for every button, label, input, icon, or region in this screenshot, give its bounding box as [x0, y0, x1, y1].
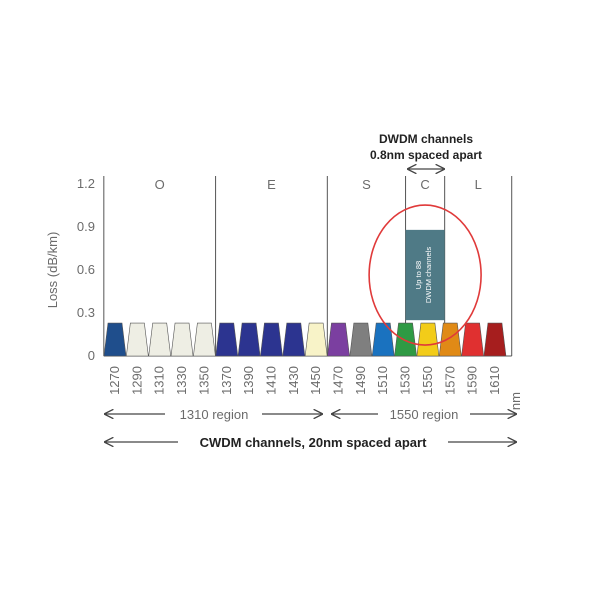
x-tick-label-1310: 1310: [152, 366, 167, 395]
dwdm-annotation-line2: 0.8nm spaced apart: [370, 148, 482, 162]
x-tick-label-1570: 1570: [442, 366, 457, 395]
channel-bar-1370: [215, 322, 239, 357]
channel-bar-1590: [461, 322, 484, 357]
channel-bar-1490: [349, 322, 373, 357]
x-tick-label-1470: 1470: [331, 366, 346, 395]
band-label-s: S: [362, 177, 371, 192]
channel-bar-1390: [237, 322, 261, 357]
dwdm-bar-label-line2: DWDM channels: [424, 247, 433, 304]
channel-bar-1290: [126, 322, 149, 357]
cwdm-label: CWDM channels, 20nm spaced apart: [200, 435, 428, 450]
y-axis-label: Loss (dB/km): [45, 232, 60, 309]
channel-bar-1530: [394, 322, 417, 357]
x-tick-label-1590: 1590: [465, 366, 480, 395]
x-tick-label-1610: 1610: [487, 366, 502, 395]
channel-bar-1350: [193, 322, 216, 357]
x-tick-label-1450: 1450: [308, 366, 323, 395]
channel-bar-1410: [260, 322, 283, 357]
channel-bar-1330: [170, 322, 194, 357]
channel-bar-1510: [371, 322, 395, 357]
band-label-l: L: [475, 177, 482, 192]
dwdm-annotation: DWDM channels 0.8nm spaced apart: [370, 132, 482, 169]
y-tick-label: 0.9: [77, 219, 95, 234]
x-tick-label-1390: 1390: [241, 366, 256, 395]
x-axis-unit-label: nm: [508, 392, 523, 410]
dwdm-group: Up to 88 DWDM channels: [368, 204, 482, 346]
x-tick-label-1550: 1550: [420, 366, 435, 395]
band-label-c: C: [420, 177, 429, 192]
channel-bar-1470: [327, 322, 350, 357]
dwdm-highlight-circle: [368, 204, 482, 346]
channel-bar-1270: [103, 322, 127, 357]
x-tick-label-1330: 1330: [174, 366, 189, 395]
dwdm-annotation-line1: DWDM channels: [379, 132, 473, 146]
dwdm-bar: [405, 229, 445, 321]
channel-bar-1550: [416, 322, 440, 357]
region-1310-label: 1310 region: [180, 407, 249, 422]
x-axis-tick-labels: 1270 1290 1310 1330 1350 1370 1390 1410 1430 1450…: [107, 366, 502, 395]
channel-bar-1610: [483, 322, 507, 357]
y-tick-label: 1.2: [77, 176, 95, 191]
x-tick-label-1510: 1510: [375, 366, 390, 395]
x-tick-label-1430: 1430: [286, 366, 301, 395]
dwdm-bar-label-line1: Up to 88: [414, 261, 423, 289]
channel-bar-1430: [282, 322, 306, 357]
band-label-e: E: [267, 177, 276, 192]
band-label-o: O: [155, 177, 165, 192]
cwdm-annotation: CWDM channels, 20nm spaced apart: [105, 435, 516, 450]
region-arrows: 1310 region 1550 region: [105, 407, 516, 422]
x-tick-label-1410: 1410: [263, 366, 278, 395]
y-tick-label: 0.6: [77, 262, 95, 277]
x-tick-label-1290: 1290: [129, 366, 144, 395]
channel-bar-1310: [148, 322, 172, 357]
x-tick-label-1270: 1270: [107, 366, 122, 395]
x-tick-label-1490: 1490: [353, 366, 368, 395]
region-1550-label: 1550 region: [390, 407, 459, 422]
x-tick-label-1530: 1530: [398, 366, 413, 395]
x-tick-label-1350: 1350: [196, 366, 211, 395]
channel-bars: [103, 322, 507, 357]
channel-bar-1450: [304, 322, 328, 357]
x-tick-label-1370: 1370: [219, 366, 234, 395]
channel-bar-1570: [438, 322, 462, 357]
y-tick-label: 0.3: [77, 305, 95, 320]
y-tick-label: 0: [88, 348, 95, 363]
y-axis-ticks: 0 0.3 0.6 0.9 1.2: [77, 176, 95, 363]
